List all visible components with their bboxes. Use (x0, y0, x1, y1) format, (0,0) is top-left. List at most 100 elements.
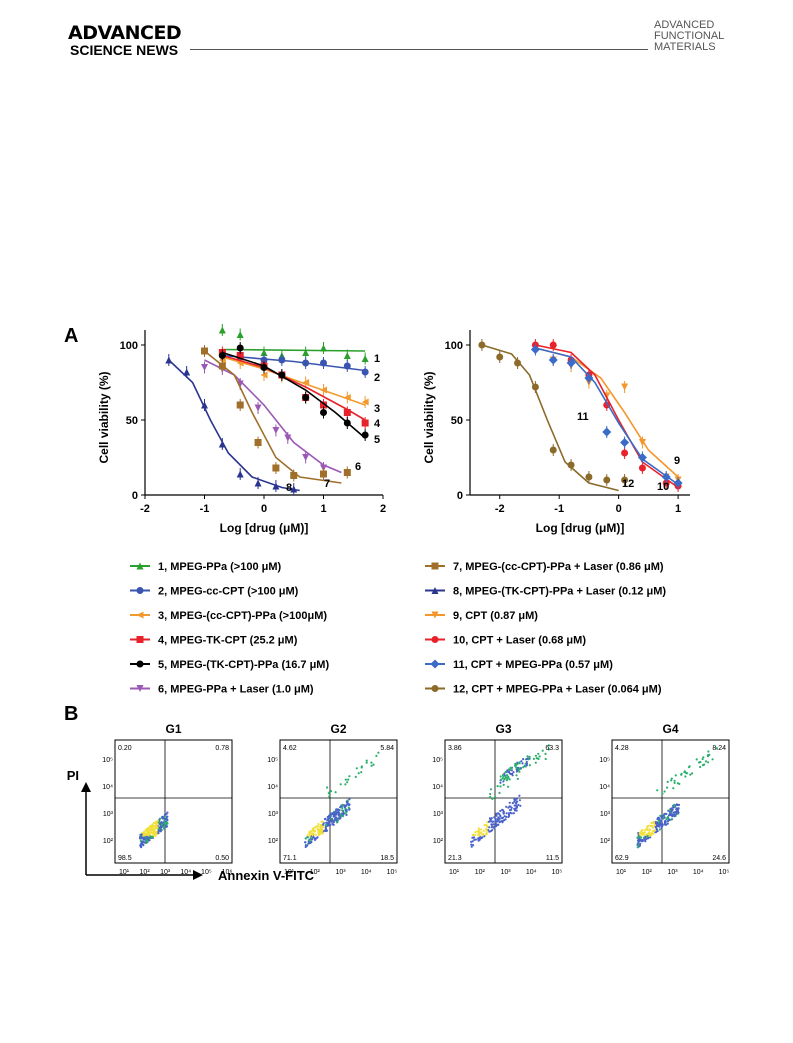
legend-label: 10, CPT + Laser (0.68 μM) (453, 635, 586, 647)
x-tick-label: -1 (200, 503, 210, 515)
event-dot (334, 791, 337, 794)
event-dot (670, 777, 673, 780)
x-tick-label: 10² (475, 869, 486, 876)
curve-label: 12 (622, 478, 634, 490)
event-dot (334, 810, 337, 813)
event-dot (505, 774, 509, 777)
panel-label-b: B (64, 703, 78, 725)
x-tick-label: 10¹ (119, 869, 130, 876)
event-cloud (636, 747, 718, 849)
x-tick-label: 10¹ (449, 869, 460, 876)
fit-curve (222, 354, 366, 372)
event-dot (306, 834, 309, 837)
y-tick-label: 10² (103, 838, 114, 845)
data-point (637, 453, 647, 462)
event-dot (485, 833, 488, 836)
data-point (302, 359, 310, 367)
legend-marker (431, 636, 439, 643)
event-dot (661, 823, 664, 826)
event-dot (337, 813, 340, 817)
data-point (549, 341, 557, 349)
legend-item: 7, MPEG-(cc-CPT)-PPa + Laser (0.86 μM) (425, 561, 664, 573)
x-tick-label: -2 (140, 503, 150, 515)
legend-item: 8, MPEG-(TK-CPT)-PPa + Laser (0.12 μM) (425, 586, 666, 598)
event-dot (649, 836, 652, 839)
event-dot (499, 820, 502, 823)
event-dot (478, 831, 481, 834)
event-dot (519, 804, 522, 807)
logo-line-1: ADVANCED (654, 19, 715, 31)
event-dot (159, 830, 162, 833)
event-dot (646, 826, 649, 830)
y-tick-label: 0 (457, 490, 463, 502)
event-dot (702, 756, 705, 759)
series-12 (478, 339, 629, 492)
event-dot (538, 755, 541, 758)
data-point (621, 476, 629, 484)
curve-label: 9 (674, 455, 680, 467)
data-point (201, 347, 208, 355)
event-dot (514, 762, 517, 765)
legend-label: 3, MPEG-(cc-CPT)-PPa (>100μM) (158, 610, 327, 622)
event-dot (472, 844, 475, 847)
event-dot (337, 817, 340, 820)
data-point (320, 359, 327, 367)
event-dot (685, 771, 688, 775)
event-dot (505, 805, 508, 808)
event-dot (470, 845, 473, 848)
event-dot (151, 828, 154, 831)
event-dot (331, 823, 334, 826)
event-dot (666, 822, 669, 825)
event-dot (141, 836, 144, 839)
y-tick-label: 10⁴ (599, 784, 610, 791)
event-dot (510, 769, 513, 772)
event-dot (310, 829, 314, 832)
event-dot (470, 840, 473, 843)
event-dot (664, 819, 667, 822)
quadrant-lr: 24.6 (712, 855, 726, 862)
data-point (272, 482, 280, 490)
event-dot (644, 837, 648, 840)
event-dot (516, 761, 519, 764)
event-dot (515, 766, 518, 769)
event-dot (478, 834, 481, 838)
y-axis-label: Cell viability (%) (422, 371, 436, 463)
event-dot (498, 791, 501, 795)
event-dot (518, 770, 521, 773)
legend-item: 12, CPT + MPEG-PPa + Laser (0.064 μM) (425, 684, 662, 696)
event-dot (520, 760, 523, 763)
event-dot (490, 826, 493, 829)
event-dot (663, 790, 666, 793)
x-tick-label: 10³ (335, 869, 346, 876)
event-dot (141, 842, 144, 845)
dose-response-plot-1: -2 -1 0 1 2 0 50 100 Log [drug (μM)] Cell viabili… (97, 324, 386, 535)
x-tick-label: 0 (261, 503, 267, 515)
event-dot (495, 812, 498, 816)
event-dot (534, 761, 537, 764)
event-dot (639, 842, 642, 846)
legend-item: 1, MPEG-PPa (>100 μM) (130, 561, 282, 573)
event-dot (650, 822, 653, 825)
legend-item: 11, CPT + MPEG-PPa (0.57 μM) (425, 659, 613, 671)
legend-label: 9, CPT (0.87 μM) (453, 610, 538, 622)
x-tick-label: 10⁴ (361, 869, 372, 876)
y-tick-label: 10⁴ (432, 784, 443, 791)
panel-label-a: A (64, 325, 78, 347)
event-dot (148, 833, 151, 836)
event-dot (489, 788, 493, 791)
event-dot (152, 822, 155, 825)
event-dot (502, 780, 505, 783)
event-dot (336, 819, 339, 822)
event-dot (304, 841, 307, 844)
event-dot (328, 795, 331, 798)
event-dot (496, 823, 499, 827)
event-dot (328, 791, 331, 794)
event-dot (507, 785, 510, 788)
event-dot (340, 813, 343, 816)
event-dot (310, 840, 313, 844)
legend-marker (430, 659, 440, 669)
event-cloud (138, 811, 169, 849)
y-tick-label: 10³ (103, 811, 114, 818)
event-dot (639, 836, 643, 839)
event-dot (661, 792, 664, 795)
